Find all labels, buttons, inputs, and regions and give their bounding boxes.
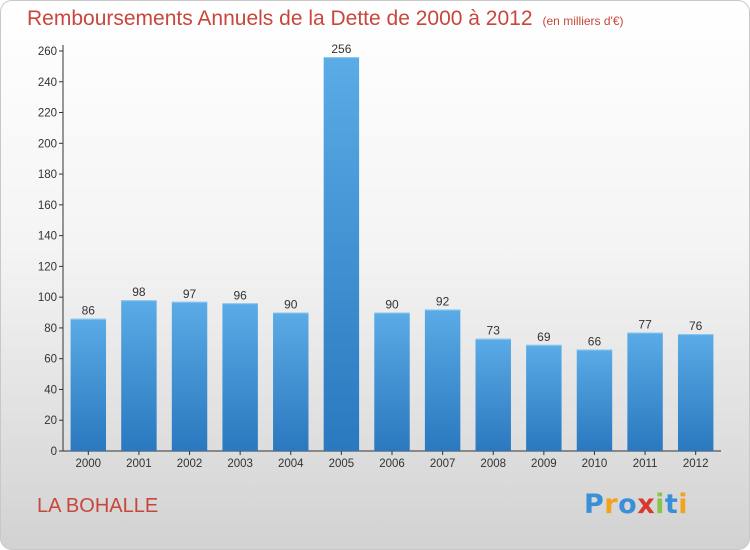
bar-value-label: 76	[689, 319, 703, 333]
bar	[627, 332, 663, 451]
bar	[222, 303, 258, 451]
logo-letter: o	[618, 489, 638, 520]
bar	[424, 309, 461, 451]
bar-value-label: 69	[537, 330, 551, 344]
commune-name: LA BOHALLE	[37, 495, 159, 517]
bar-value-label: 96	[233, 288, 247, 302]
y-tick-label: 20	[44, 415, 57, 427]
bar-value-label: 66	[588, 334, 602, 348]
x-tick-label: 2001	[126, 458, 152, 470]
x-tick-label: 2004	[278, 458, 304, 470]
y-tick-label: 240	[38, 77, 57, 89]
bar	[70, 318, 107, 451]
bar-value-label: 256	[331, 42, 351, 56]
logo-letter: i	[655, 489, 665, 520]
y-tick-label: 0	[51, 446, 57, 458]
y-tick-label: 220	[38, 108, 57, 120]
x-tick-label: 2010	[582, 458, 608, 470]
logo-letter: i	[678, 489, 689, 520]
x-tick-label: 2008	[480, 458, 506, 470]
y-tick-label: 80	[44, 323, 57, 335]
logo-letter: t	[664, 489, 679, 520]
bar-value-label: 73	[487, 324, 501, 338]
bar-value-label: 77	[638, 318, 652, 332]
title-text: Remboursements Annuels de la Dette de 20…	[27, 7, 533, 30]
y-tick-label: 100	[38, 292, 57, 304]
y-tick-label: 200	[38, 138, 57, 150]
x-tick-label: 2000	[76, 458, 102, 470]
x-tick-label: 2006	[379, 458, 405, 470]
y-tick-label: 180	[38, 169, 57, 181]
x-tick-label: 2002	[177, 458, 203, 470]
bar	[576, 349, 613, 451]
bar	[323, 57, 360, 452]
bar-value-label: 90	[284, 298, 298, 312]
y-tick-label: 60	[44, 354, 57, 366]
bar	[171, 301, 208, 451]
bar	[526, 344, 562, 451]
logo-letter: P	[584, 489, 605, 520]
x-tick-label: 2007	[430, 458, 456, 470]
logo-letter: x	[637, 489, 656, 520]
proxiti-logo[interactable]: Proxiti	[584, 489, 688, 520]
y-tick-label: 40	[44, 384, 57, 396]
bar-value-label: 98	[132, 285, 146, 299]
y-tick-label: 120	[38, 261, 57, 273]
unit-label: (en milliers d'€)	[542, 14, 624, 28]
x-tick-label: 2005	[329, 458, 355, 470]
bar-value-label: 86	[82, 304, 96, 318]
bar	[121, 300, 157, 451]
x-tick-label: 2011	[633, 458, 658, 470]
logo-letter: r	[604, 489, 619, 520]
bar-value-label: 92	[436, 294, 450, 308]
y-tick-label: 160	[38, 200, 57, 212]
y-tick-label: 260	[38, 46, 57, 58]
y-tick-label: 140	[38, 231, 57, 243]
bar	[677, 334, 714, 451]
x-tick-label: 2012	[683, 458, 709, 470]
bar-value-label: 97	[183, 287, 197, 301]
x-tick-label: 2009	[531, 458, 557, 470]
chart-title: Remboursements Annuels de la Dette de 20…	[27, 7, 624, 31]
bar	[374, 312, 410, 451]
x-tick-label: 2003	[227, 458, 253, 470]
bar-value-label: 90	[385, 298, 399, 312]
bar	[273, 312, 309, 451]
bar	[475, 338, 511, 451]
